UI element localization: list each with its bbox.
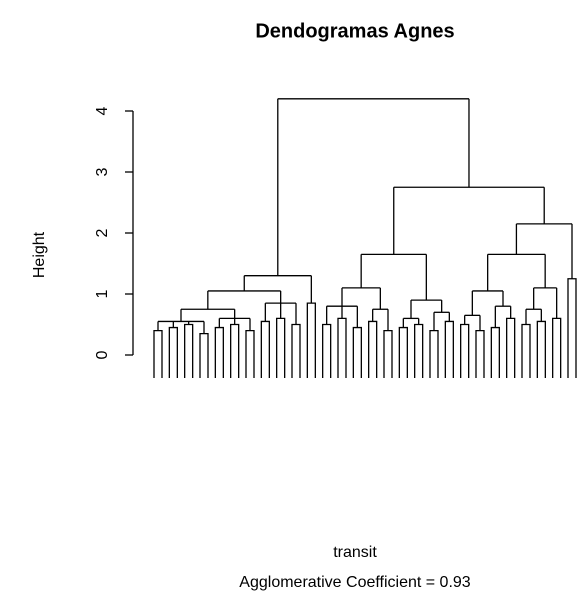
leaf-merge bbox=[322, 323, 332, 378]
leaf-merge bbox=[383, 329, 393, 378]
leaf-merge bbox=[260, 320, 270, 378]
y-axis-label: Height bbox=[31, 231, 48, 278]
y-tick-label: 2 bbox=[94, 228, 111, 237]
leaf-merge bbox=[536, 320, 546, 378]
leaf-merge bbox=[306, 302, 316, 378]
leaf-merge bbox=[214, 326, 224, 378]
leaf-merge bbox=[460, 323, 470, 378]
y-tick-label: 3 bbox=[94, 167, 111, 176]
leaf-merge bbox=[276, 317, 286, 378]
leaf-merge bbox=[230, 323, 240, 378]
leaf-merge bbox=[352, 326, 362, 378]
subtitle: Agglomerative Coefficient = 0.93 bbox=[239, 574, 471, 591]
leaf-merge bbox=[444, 320, 454, 378]
leaf-merge bbox=[414, 323, 424, 378]
leaf-merge bbox=[291, 323, 301, 378]
leaf-merge bbox=[168, 326, 178, 378]
leaf-merge bbox=[368, 320, 378, 378]
leaf-merge bbox=[199, 332, 209, 378]
leaf-merge bbox=[506, 317, 516, 378]
leaf-merge bbox=[398, 326, 408, 378]
leaf-merge bbox=[429, 329, 439, 378]
leaf-merge bbox=[490, 326, 500, 378]
leaf-merge bbox=[552, 317, 562, 378]
leaf-merge bbox=[567, 278, 577, 378]
leaf-merge bbox=[475, 329, 485, 378]
y-tick-label: 1 bbox=[94, 289, 111, 298]
leaf-merge bbox=[184, 323, 194, 378]
y-tick-label: 4 bbox=[94, 106, 111, 115]
leaf-merge bbox=[245, 329, 255, 378]
y-tick-label: 0 bbox=[94, 350, 111, 359]
chart-title: Dendogramas Agnes bbox=[255, 20, 454, 42]
leaf-merge bbox=[337, 317, 347, 378]
leaf-merge bbox=[153, 329, 163, 378]
leaf-merge bbox=[521, 323, 531, 378]
x-axis-label: transit bbox=[333, 544, 377, 561]
